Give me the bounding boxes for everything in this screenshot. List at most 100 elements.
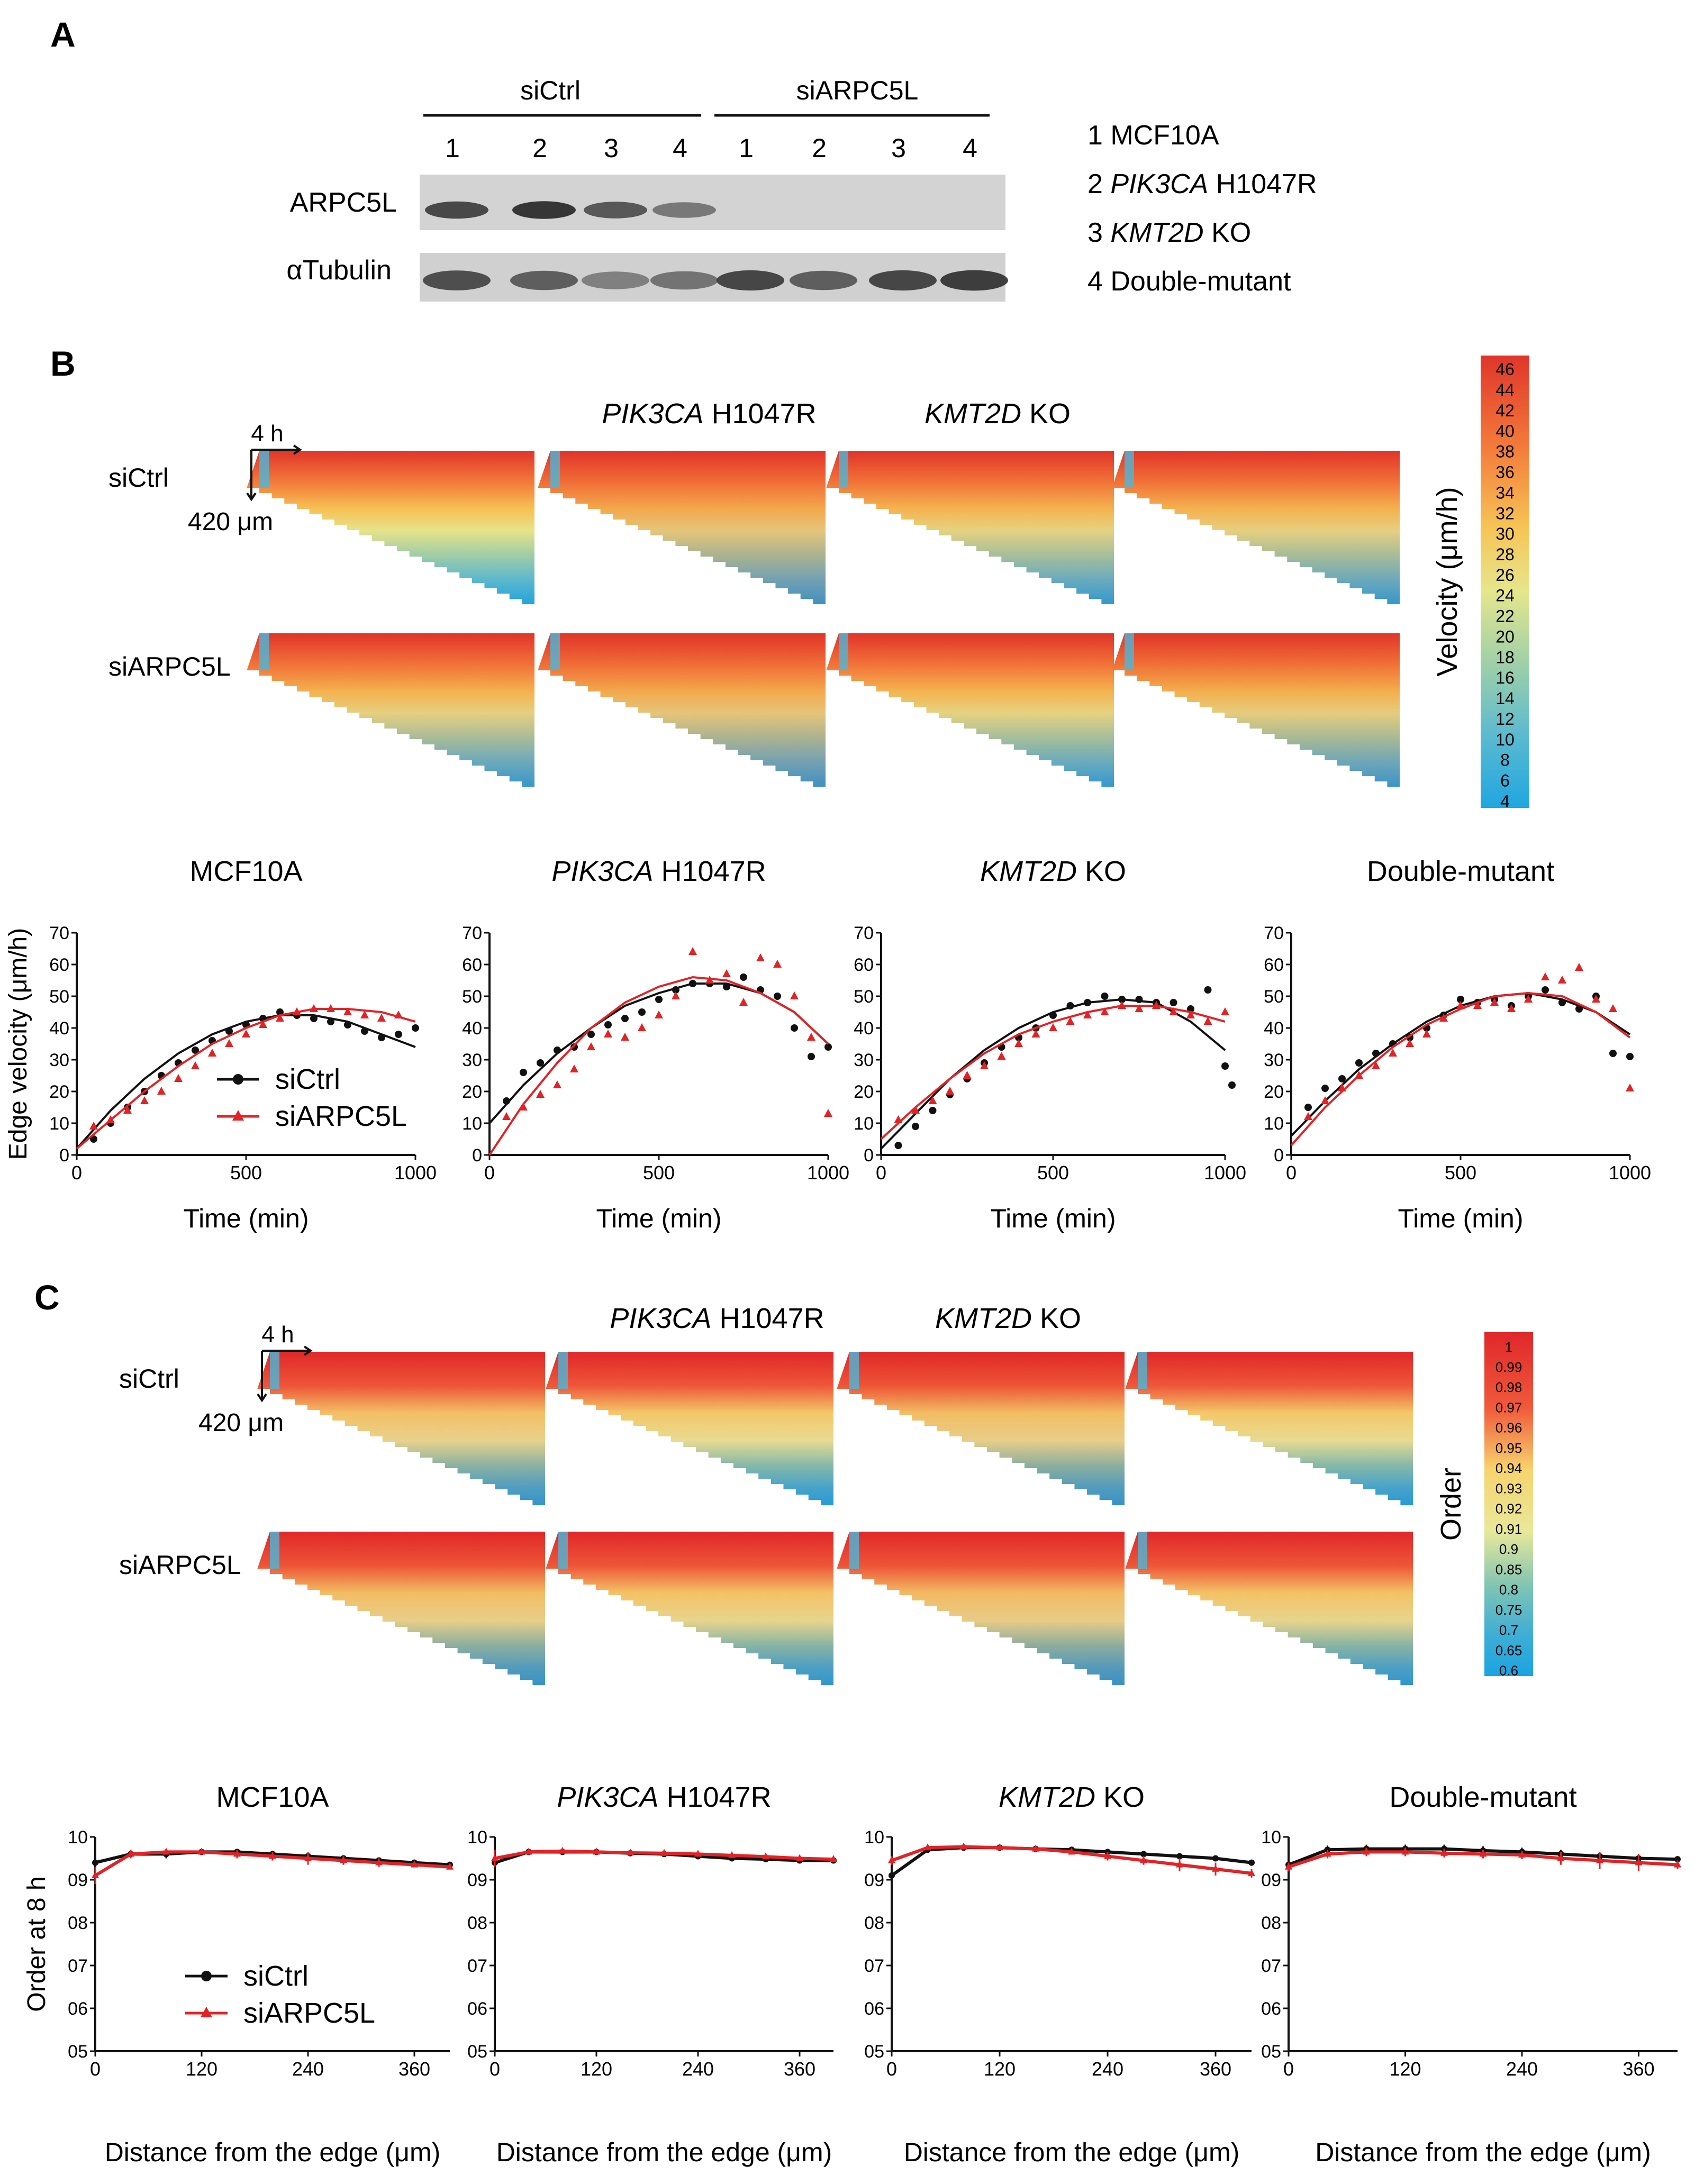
y-tick-label: 20 <box>854 1082 874 1102</box>
kymograph-column-title-rest: H1047R <box>711 1303 824 1334</box>
data-point <box>1439 1014 1448 1022</box>
y-tick-label: 06 <box>1261 1999 1281 2019</box>
x-tick-label: 1000 <box>1204 1162 1246 1184</box>
kymograph-heatmap-overlay <box>826 451 1114 604</box>
data-point <box>1248 1859 1255 1866</box>
kymograph-heatmap <box>546 1352 833 1505</box>
data-point <box>377 1014 386 1022</box>
x-axis-label: Time (min) <box>1398 1204 1523 1233</box>
y-tick-label: 20 <box>462 1082 482 1102</box>
fit-line <box>1290 991 1631 1146</box>
data-point <box>1135 996 1143 1003</box>
data-point <box>1248 1869 1255 1876</box>
data-point <box>627 1848 634 1855</box>
series-siARPC5L <box>92 1848 454 1885</box>
colorbar-tick-label: 42 <box>1495 401 1515 420</box>
data-point <box>1473 1001 1482 1009</box>
blot-row-label-tubulin: αTubulin <box>286 255 392 286</box>
legend: siCtrl siARPC5L <box>217 1063 407 1132</box>
series-siARPC5L <box>1285 1848 1681 1871</box>
chart-4: MCF10A 05 06 07 08 09 10 0 120 240 360 Distance fro… <box>23 1781 454 2167</box>
y-tick-label: 07 <box>864 1956 884 1976</box>
data-point <box>1575 1005 1583 1013</box>
data-point <box>894 1142 902 1149</box>
order-colorbar: 1 0.99 0.98 0.97 0.96 0.95 0.94 0.93 0.92 0.91 0.9… <box>1435 1332 1533 1679</box>
lane-number: 2 <box>532 133 547 163</box>
colorbar-tick-label: 32 <box>1495 504 1515 523</box>
data-point <box>1285 1862 1292 1870</box>
legend-marker <box>233 1074 243 1085</box>
chart-title-rest: H1047R <box>653 856 766 887</box>
data-point <box>689 980 696 987</box>
data-point <box>929 1107 937 1114</box>
data-point <box>756 953 765 961</box>
fit-line <box>1290 991 1631 1137</box>
y-tick-label: 07 <box>68 1956 88 1976</box>
chart-title: Double-mutant <box>1367 856 1554 887</box>
kymograph-column-title-rest: H1047R <box>703 398 816 430</box>
data-point <box>1674 1860 1681 1868</box>
x-tick-label: 360 <box>1623 2058 1654 2080</box>
colorbar-tick-label: 0.9 <box>1499 1541 1518 1557</box>
distance-scale-label: 420 μm <box>198 1409 284 1437</box>
y-tick-label: 08 <box>68 1913 88 1933</box>
kymograph-leading-edge <box>849 1352 859 1389</box>
kymograph-heatmap-overlay <box>257 1532 545 1685</box>
legend-marker <box>201 1971 212 1981</box>
data-point <box>1324 1850 1331 1857</box>
colorbar-tick-label: 24 <box>1495 586 1515 605</box>
data-point <box>1542 986 1549 994</box>
kymograph-heatmap <box>837 1532 1125 1685</box>
blot-bands <box>423 201 1008 291</box>
y-tick-label: 50 <box>854 987 874 1007</box>
data-point <box>162 1848 170 1855</box>
kymograph-heatmap-overlay <box>826 633 1114 787</box>
series-siARPC5L <box>1290 963 1634 1146</box>
data-point <box>242 1030 250 1038</box>
data-point <box>1066 1002 1074 1009</box>
data-point <box>92 1871 99 1878</box>
chart-7: Double-mutant 05 06 07 08 09 10 0 120 240 360 Dista… <box>1261 1781 1681 2167</box>
fit-line <box>488 982 829 1124</box>
data-point <box>660 1849 668 1856</box>
lane-number: 2 <box>812 133 827 163</box>
distance-axis-arrowhead <box>246 492 257 502</box>
colorbar-tick-label: 16 <box>1495 668 1515 687</box>
data-point <box>723 983 730 990</box>
kymograph-heatmap <box>247 633 534 787</box>
data-point <box>192 1046 199 1054</box>
x-tick-label: 120 <box>581 2058 612 2080</box>
order-at-8h-plots: MCF10A 05 06 07 08 09 10 0 120 240 360 Distance fro… <box>23 1781 1681 2167</box>
data-point <box>89 1122 98 1130</box>
group-label-sictrl: siCtrl <box>520 76 581 105</box>
chart-title-text: Double-mutant <box>1389 1781 1576 1813</box>
colorbar-tick-label: 0.94 <box>1495 1460 1522 1476</box>
colorbar-tick-label: 0.65 <box>1495 1642 1522 1658</box>
y-tick-label: 08 <box>1261 1913 1281 1933</box>
x-tick-label: 0 <box>90 2058 101 2080</box>
data-point <box>808 1053 815 1060</box>
data-point <box>1176 1853 1183 1860</box>
kymograph-column-title: PIK3CA H1047R <box>610 1303 824 1334</box>
x-tick-label: 0 <box>71 1162 82 1184</box>
lane-legend-text: H1047R <box>1208 169 1317 199</box>
data-point <box>92 1859 98 1866</box>
y-tick-label: 05 <box>68 2042 88 2062</box>
x-tick-label: 120 <box>1389 2058 1421 2080</box>
data-point <box>269 1852 276 1859</box>
data-point <box>1228 1081 1236 1089</box>
data-point <box>824 1109 832 1117</box>
data-point <box>1321 1085 1329 1092</box>
y-tick-label: 70 <box>854 923 874 943</box>
data-point <box>1609 1050 1617 1057</box>
kymograph-leading-edge <box>558 1352 568 1389</box>
data-point <box>1031 1030 1040 1038</box>
data-point <box>1118 996 1126 1003</box>
time-axis-arrowhead <box>293 444 302 455</box>
kymograph-leading-edge <box>1138 1352 1147 1389</box>
y-tick-label: 60 <box>49 955 69 975</box>
data-point <box>327 1018 334 1025</box>
y-tick-label: 07 <box>467 1956 487 1976</box>
kymograph-heatmap <box>538 633 826 787</box>
y-tick-label: 10 <box>68 1827 88 1848</box>
